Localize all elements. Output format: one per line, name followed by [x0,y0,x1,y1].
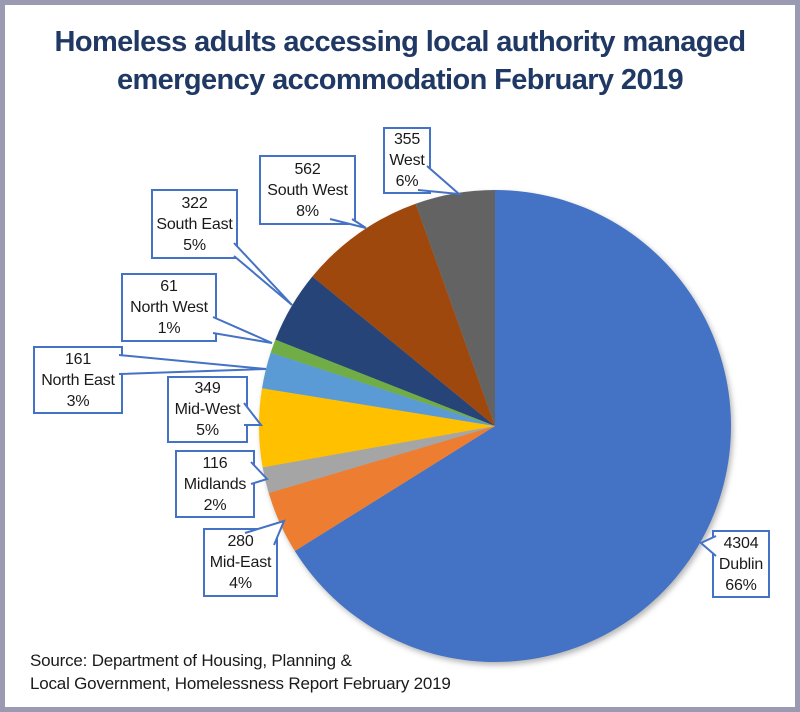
pie-slice-midlands [262,426,495,494]
callout-south-east-line: 5% [183,236,206,254]
callout-mid-west: 349 Mid-West 5% [167,376,248,443]
pie-slice-mid-east [268,426,495,552]
chart-title: Homeless adults accessing local authorit… [0,23,800,99]
callout-north-east-line: 161 [64,350,92,368]
callout-mid-east-line: 280 [227,533,254,550]
pie-slice-south-east [275,276,495,426]
callout-north-east: 161 North East 3% [33,346,123,414]
pie-slice-west [415,190,495,426]
callout-north-west-line: 1% [157,320,181,337]
callout-north-west-line: 61 [160,278,178,295]
callout-mid-east-line: 4% [229,575,252,592]
callout-midlands-line: Midlands [183,475,247,493]
callout-north-west: 61 North West 1% [121,273,217,342]
callout-dublin-line: 66% [725,576,757,594]
callout-south-west: 562 South West 8% [259,155,356,225]
callout-south-east-line: 322 [181,194,208,212]
chart-title-line2: emergency accommodation February 2019 [116,64,684,96]
callout-south-west-line: 562 [294,160,321,178]
pie-slice-north-west [270,339,495,426]
pie-slice-north-east [262,352,495,426]
callout-west-line: West [389,152,425,169]
callout-north-east-line: North East [41,371,115,389]
callout-midlands-line: 116 [202,454,228,472]
callout-west-line: 6% [395,173,419,190]
callout-mid-west-line: 349 [194,380,221,397]
callout-dublin: 4304 Dublin 66% [712,530,770,598]
callout-mid-east: 280 Mid-East 4% [203,528,278,597]
source-line1: Source: Department of Housing, Planning … [30,651,352,670]
callout-midlands: 116 Midlands 2% [175,450,255,518]
chart-title-line1: Homeless adults accessing local authorit… [54,26,746,58]
callout-west: 355 West 6% [383,127,431,194]
pie-slice-south-west [312,203,495,426]
callout-mid-west-line: 5% [196,422,219,439]
pie-slice-mid-west [258,388,495,468]
source-note: Source: Department of Housing, Planning … [30,649,451,695]
source-line2: Local Government, Homelessness Report Fe… [30,674,451,693]
callout-south-west-line: South West [267,181,348,199]
callout-south-west-line: 8% [296,202,319,220]
callout-mid-west-line: Mid-West [174,401,241,418]
callout-north-west-line: North West [130,299,208,316]
callout-dublin-line: 4304 [723,534,759,552]
callout-mid-east-line: Mid-East [209,554,272,571]
callout-dublin-line: Dublin [718,555,764,573]
callout-midlands-line: 2% [203,496,227,514]
callout-north-east-line: 3% [66,392,90,410]
callout-south-east: 322 South East 5% [151,189,238,259]
pie-slice-dublin [294,190,731,662]
callout-west-line: 355 [393,131,421,148]
callout-south-east-line: South East [156,215,233,233]
